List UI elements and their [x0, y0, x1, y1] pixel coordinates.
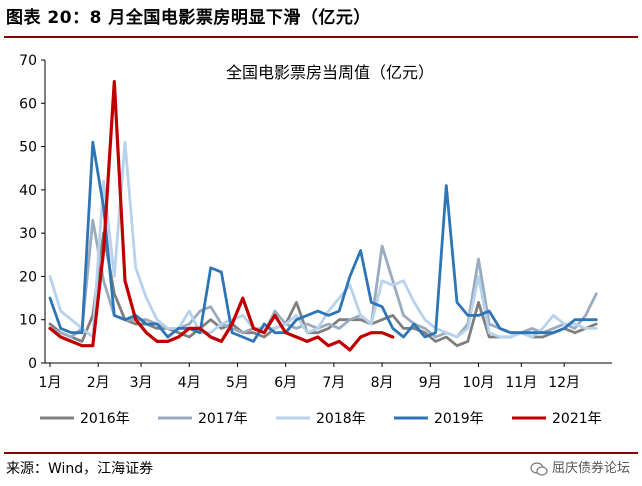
legend-label-1: 2017年	[198, 411, 248, 427]
chart-axes: 0 10 20 30 40 50 60 70 1月 2月 3月 4月 5月 6月 7月 8月 9月 10月 11月 1…	[19, 53, 612, 391]
series-line-0	[48, 231, 598, 348]
chart-series	[48, 79, 598, 352]
x-tick-label: 10月	[463, 375, 495, 391]
x-tick-label: 4月	[178, 375, 201, 391]
legend-label-0: 2016年	[80, 411, 130, 427]
source-note: 来源：Wind，江海证券	[6, 461, 154, 477]
y-tick-label: 30	[19, 226, 37, 242]
x-tick-label: 1月	[39, 375, 62, 391]
y-tick-label: 0	[28, 356, 37, 372]
chart-svg: 0 10 20 30 40 50 60 70 1月 2月 3月 4月 5月 6月 7月 8月 9月 10月 11月 1…	[19, 53, 612, 427]
brand-watermark: 屈庆债券论坛	[530, 457, 630, 476]
source-divider	[4, 452, 638, 454]
x-tick-label: 11月	[505, 375, 537, 391]
y-tick-label: 60	[19, 96, 37, 112]
y-tick-label: 50	[19, 140, 37, 156]
x-tick-label: 5月	[226, 375, 249, 391]
x-tick-label: 2月	[87, 375, 110, 391]
y-tick-label: 70	[19, 53, 37, 69]
legend-label-3: 2019年	[434, 411, 484, 427]
y-tick-label: 20	[19, 269, 37, 285]
series-line-2	[48, 140, 598, 339]
chart-title: 全国电影票房当周值（亿元）	[226, 63, 434, 82]
x-tick-label: 7月	[322, 375, 345, 391]
x-tick-label: 9月	[419, 375, 442, 391]
chart-legend: 2016年 2017年 2018年 2019年 2021年	[40, 411, 602, 427]
x-tick-label: 3月	[130, 375, 153, 391]
wechat-icon	[530, 461, 548, 476]
legend-label-2: 2018年	[316, 411, 366, 427]
y-tick-label: 10	[19, 313, 37, 329]
x-tick-label: 12月	[548, 375, 580, 391]
legend-label-4: 2021年	[552, 411, 602, 427]
series-line-4	[48, 79, 395, 352]
x-tick-label: 8月	[371, 375, 394, 391]
y-tick-label: 40	[19, 183, 37, 199]
x-tick-label: 6月	[274, 375, 297, 391]
brand-label: 屈庆债券论坛	[551, 461, 630, 476]
series-line-3	[48, 140, 598, 343]
title-divider	[4, 36, 638, 38]
figure-title: 图表 20：8 月全国电影票房明显下滑（亿元）	[6, 8, 371, 28]
